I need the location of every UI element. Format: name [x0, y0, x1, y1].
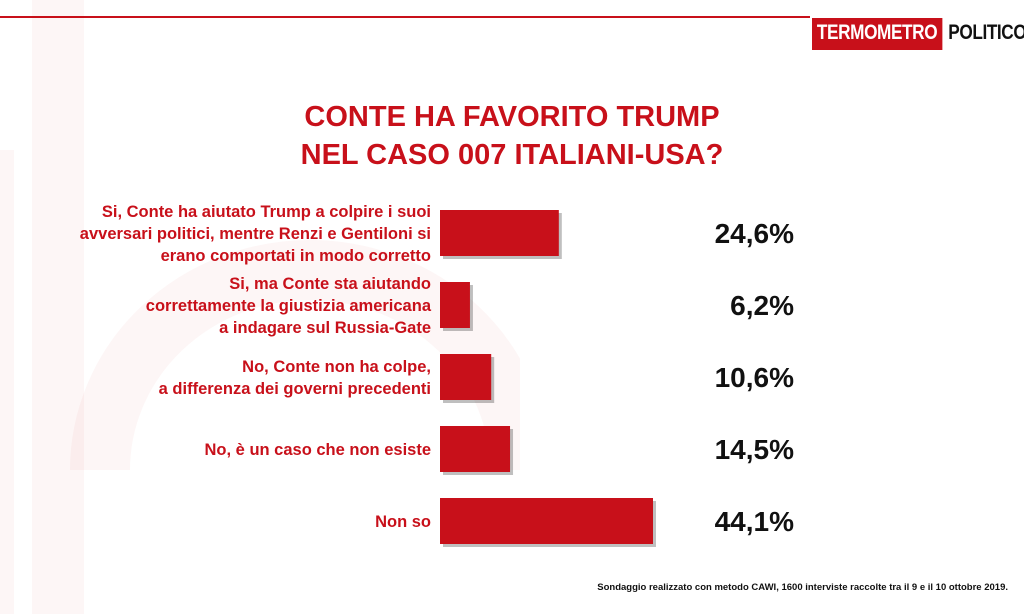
termometro-politico-logo: TERMOMETRO POLITICO	[812, 18, 1024, 50]
bar	[440, 282, 470, 328]
category-label: No, Conte non ha colpe,	[242, 358, 431, 376]
category-label: erano comportati in modo corretto	[161, 247, 431, 265]
category-label: a differenza dei governi precedenti	[159, 380, 431, 398]
category-label: Si, Conte ha aiutato Trump a colpire i s…	[102, 203, 431, 221]
logo-part-politico: POLITICO	[947, 21, 1024, 44]
data-label: 44,1%	[715, 506, 794, 537]
header-rule	[0, 16, 810, 18]
bar	[440, 426, 511, 472]
category-label: a indagare sul Russia-Gate	[219, 319, 431, 337]
data-label: 24,6%	[715, 218, 794, 249]
chart-title: CONTE HA FAVORITO TRUMP NEL CASO 007 ITA…	[170, 98, 854, 174]
category-label: No, è un caso che non esiste	[205, 441, 431, 459]
bar	[440, 498, 653, 544]
data-label: 6,2%	[730, 290, 794, 321]
bar	[440, 210, 559, 256]
category-label: Non so	[375, 513, 431, 531]
bar	[440, 354, 492, 400]
footer-note: Sondaggio realizzato con metodo CAWI, 16…	[597, 582, 1008, 593]
category-label: correttamente la giustizia americana	[146, 297, 432, 315]
chart-title-line-2: NEL CASO 007 ITALIANI-USA?	[300, 139, 724, 171]
category-label: avversari politici, mentre Renzi e Genti…	[80, 225, 431, 243]
data-label: 14,5%	[715, 434, 794, 465]
chart-title-line-1: CONTE HA FAVORITO TRUMP	[304, 101, 720, 133]
logo-part-termometro: TERMOMETRO	[812, 18, 943, 50]
data-label: 10,6%	[715, 362, 794, 393]
background-watermark	[0, 0, 520, 614]
category-label: Si, ma Conte sta aiutando	[229, 275, 431, 293]
